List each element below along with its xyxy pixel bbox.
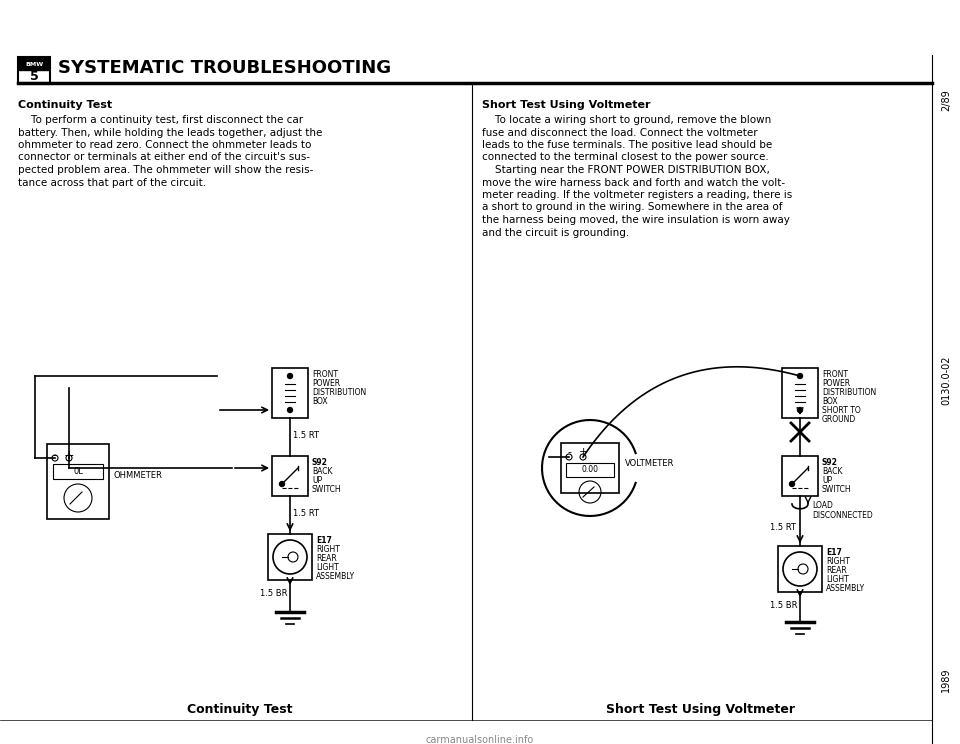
Circle shape [789,481,795,487]
Text: DISTRIBUTION: DISTRIBUTION [822,388,876,397]
Text: 2/89: 2/89 [941,89,951,111]
Text: ohmmeter to read zero. Connect the ohmmeter leads to: ohmmeter to read zero. Connect the ohmme… [18,140,311,150]
Text: POWER: POWER [312,379,340,388]
Text: 1.5 RT: 1.5 RT [293,432,319,440]
Text: FRONT: FRONT [312,370,338,379]
Text: connected to the terminal closest to the power source.: connected to the terminal closest to the… [482,153,769,162]
Text: connector or terminals at either end of the circuit's sus-: connector or terminals at either end of … [18,153,310,162]
Bar [272,368,308,418]
Text: ASSEMBLY: ASSEMBLY [316,572,355,581]
Text: LIGHT: LIGHT [826,575,849,584]
Text: SWITCH: SWITCH [312,485,342,494]
Text: DISCONNECTED: DISCONNECTED [812,512,873,521]
Text: 1.5 RT: 1.5 RT [293,510,319,519]
Text: REAR: REAR [316,554,337,563]
Text: SYSTEMATIC TROUBLESHOOTING: SYSTEMATIC TROUBLESHOOTING [58,59,391,77]
Text: +: + [63,449,74,462]
Bar [19,58,49,70]
Text: pected problem area. The ohmmeter will show the resis-: pected problem area. The ohmmeter will s… [18,165,313,175]
Text: 1.5 BR: 1.5 BR [260,589,287,598]
Text: BMW: BMW [25,62,43,66]
Text: SWITCH: SWITCH [822,485,852,494]
Text: REAR: REAR [826,566,847,575]
Text: RIGHT: RIGHT [826,557,850,566]
Text: ASSEMBLY: ASSEMBLY [826,584,865,593]
Bar [268,534,312,580]
Circle shape [798,373,803,379]
Text: meter reading. If the voltmeter registers a reading, there is: meter reading. If the voltmeter register… [482,190,792,200]
Text: OHMMETER: OHMMETER [113,472,162,481]
Circle shape [279,481,284,487]
Text: UP: UP [822,476,832,485]
Circle shape [287,373,293,379]
Text: POWER: POWER [822,379,851,388]
Text: GROUND: GROUND [822,415,856,424]
Text: Continuity Test: Continuity Test [18,100,112,110]
Text: battery. Then, while holding the leads together, adjust the: battery. Then, while holding the leads t… [18,127,323,138]
Text: a short to ground in the wiring. Somewhere in the area of: a short to ground in the wiring. Somewhe… [482,202,782,213]
Text: -: - [567,447,571,457]
Text: Short Test Using Voltmeter: Short Test Using Voltmeter [482,100,651,110]
Text: -: - [53,449,58,462]
Text: 1989: 1989 [941,668,951,692]
Text: tance across that part of the circuit.: tance across that part of the circuit. [18,178,206,187]
Text: BACK: BACK [822,467,843,476]
Circle shape [287,408,293,412]
Text: 0L: 0L [73,467,83,476]
Text: LOAD: LOAD [812,501,833,510]
Bar [561,443,619,493]
Text: 1.5 BR: 1.5 BR [770,601,798,611]
Text: LIGHT: LIGHT [316,563,339,572]
Circle shape [798,408,803,412]
Text: BACK: BACK [312,467,332,476]
Text: To perform a continuity test, first disconnect the car: To perform a continuity test, first disc… [18,115,303,125]
Bar [782,456,818,496]
Text: 1.5 RT: 1.5 RT [770,524,796,533]
Text: 0.00: 0.00 [582,466,598,475]
Text: E17: E17 [316,536,332,545]
Text: UP: UP [312,476,323,485]
Bar [566,463,614,477]
Text: RIGHT: RIGHT [316,545,340,554]
Text: Short Test Using Voltmeter: Short Test Using Voltmeter [606,704,795,716]
Text: SHORT TO: SHORT TO [822,406,861,415]
Text: leads to the fuse terminals. The positive lead should be: leads to the fuse terminals. The positiv… [482,140,772,150]
Text: and the circuit is grounding.: and the circuit is grounding. [482,228,629,237]
Text: DISTRIBUTION: DISTRIBUTION [312,388,367,397]
Bar [47,444,109,519]
Text: Starting near the FRONT POWER DISTRIBUTION BOX,: Starting near the FRONT POWER DISTRIBUTI… [482,165,770,175]
Text: 0130.0-02: 0130.0-02 [941,355,951,405]
Text: 5: 5 [30,69,38,83]
Text: Continuity Test: Continuity Test [187,704,293,716]
Text: FRONT: FRONT [822,370,848,379]
Text: S92: S92 [822,458,838,467]
Text: move the wire harness back and forth and watch the volt-: move the wire harness back and forth and… [482,178,785,187]
Text: To locate a wiring short to ground, remove the blown: To locate a wiring short to ground, remo… [482,115,771,125]
Text: carmanualsonline.info: carmanualsonline.info [426,735,534,744]
Text: +: + [578,447,588,457]
Bar [782,368,818,418]
Text: E17: E17 [826,548,842,557]
Bar [272,456,308,496]
Bar [53,464,103,479]
Text: fuse and disconnect the load. Connect the voltmeter: fuse and disconnect the load. Connect th… [482,127,757,138]
Text: S92: S92 [312,458,328,467]
Bar [18,57,50,83]
Text: VOLTMETER: VOLTMETER [625,458,674,467]
Text: BOX: BOX [822,397,838,406]
Text: the harness being moved, the wire insulation is worn away: the harness being moved, the wire insula… [482,215,790,225]
Text: BOX: BOX [312,397,327,406]
Bar [778,546,822,592]
